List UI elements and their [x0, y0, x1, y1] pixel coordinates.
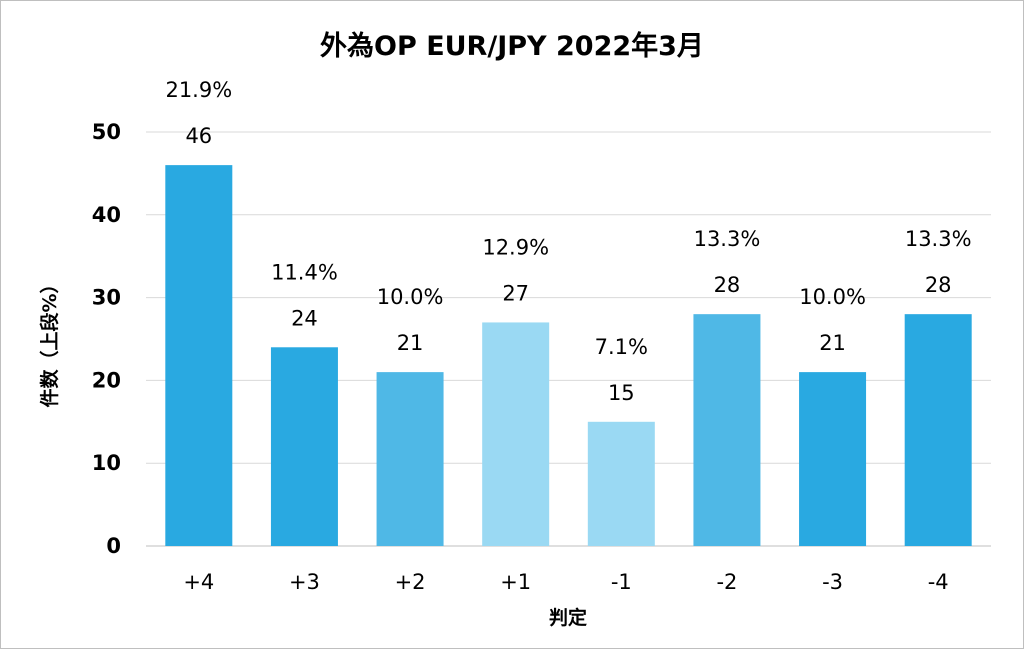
y-tick-label: 10: [92, 451, 121, 475]
bar: [376, 372, 444, 546]
data-labels: 46 21.9% 24 11.4% 21 10.0% 27 12.9% 15 7.1% 28 13.3…: [165, 78, 971, 405]
percent-label: 12.9%: [482, 235, 549, 259]
x-tick-label: +4: [183, 570, 214, 594]
percent-label: 13.3%: [905, 227, 972, 251]
y-tick-label: 30: [92, 286, 121, 310]
bar: [799, 372, 867, 546]
percent-label: 10.0%: [377, 285, 444, 309]
y-tick-label: 50: [92, 120, 121, 144]
bar: [270, 347, 338, 546]
percent-label: 10.0%: [799, 285, 866, 309]
x-tick-label: -3: [822, 570, 843, 594]
y-tick-label: 0: [106, 534, 121, 558]
x-axis-title: 判定: [549, 606, 587, 629]
x-tick-label: +3: [289, 570, 320, 594]
value-label: 15: [608, 381, 635, 405]
x-tick-label: -1: [611, 570, 632, 594]
value-label: 28: [925, 273, 952, 297]
x-tick-label: +2: [395, 570, 426, 594]
x-tick-label: -4: [928, 570, 949, 594]
value-label: 27: [502, 281, 529, 305]
percent-label: 21.9%: [165, 78, 232, 102]
bar: [904, 314, 972, 546]
value-label: 21: [397, 331, 424, 355]
y-tick-label: 20: [92, 368, 121, 392]
bar: [482, 322, 550, 546]
y-axis-title: 件数（上段%）: [38, 274, 61, 407]
value-label: 28: [714, 273, 741, 297]
value-label: 46: [185, 124, 212, 148]
y-axis-ticks: 0 10 20 30 40 50: [92, 120, 121, 558]
x-tick-label: -2: [716, 570, 737, 594]
value-label: 21: [819, 331, 846, 355]
percent-label: 13.3%: [694, 227, 761, 251]
x-axis-ticks: +4 +3 +2 +1 -1 -2 -3 -4: [183, 570, 948, 594]
percent-label: 11.4%: [271, 260, 338, 284]
chart-title: 外為OP EUR/JPY 2022年3月: [320, 30, 704, 62]
value-label: 24: [291, 306, 318, 330]
bar: [693, 314, 761, 546]
percent-label: 7.1%: [595, 335, 648, 359]
bar: [587, 421, 655, 546]
bars: [165, 165, 972, 546]
x-tick-label: +1: [500, 570, 531, 594]
y-tick-label: 40: [92, 203, 121, 227]
bar: [165, 165, 233, 546]
